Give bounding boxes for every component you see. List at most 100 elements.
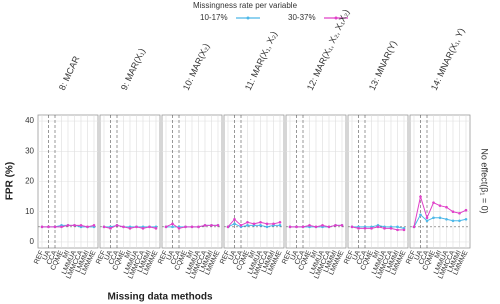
x-tick-label: MI [248,250,258,260]
point [376,225,380,229]
point [278,221,282,224]
facet-title: 9: MAR(X₁) [119,47,147,92]
legend-label: 30-37% [288,13,316,22]
legend-marker [246,16,250,20]
point [210,224,213,227]
point [233,217,236,221]
point [60,225,63,229]
facet-title: 13: MNAR(Y) [367,39,399,92]
x-tick-label: MI [62,250,72,260]
point [128,227,132,230]
point [308,224,311,227]
point [246,224,249,227]
point [53,225,57,229]
point [122,225,125,229]
facet-title: 14: MNAR(X₁, Y) [429,27,467,92]
point [334,224,337,227]
facet-title: 11: MAR(X₁, X₂) [243,30,279,92]
y-tick-label: 30 [25,146,34,155]
point [445,217,448,221]
point [109,227,112,230]
x-tick-label: MI [310,250,320,260]
point [171,225,174,229]
point [432,216,435,220]
point [357,227,360,230]
x-axis-title: Missing data methods [107,292,212,303]
point [141,227,145,230]
point [47,225,50,229]
point [66,224,70,227]
point [102,225,106,229]
point [190,225,194,229]
legend-marker [334,16,338,20]
strip-label: No effect(β₁ = 0) [480,148,490,213]
x-tick-label: UA [352,249,363,261]
point [203,224,207,227]
x-tick-label: MI [434,250,444,260]
point [259,221,262,224]
point [278,224,282,227]
y-axis-title: FPR (%) [5,162,16,200]
point [363,227,367,230]
point [438,204,442,207]
point [451,210,455,214]
point [389,227,393,230]
point [458,219,461,223]
point [148,225,151,229]
point [327,225,331,229]
point [464,217,468,221]
point [340,224,344,227]
point [177,227,181,230]
point [425,219,429,223]
point [265,222,269,226]
point [295,225,298,229]
point [197,225,200,229]
point [419,213,422,217]
point [246,221,249,224]
legend-title: Missingness rate per variable [193,1,298,10]
facet-title: 10: MAR(X₂) [181,42,211,92]
point [184,225,187,229]
point [402,228,406,232]
point [265,225,269,229]
x-tick-label: UA [104,249,115,261]
x-tick-label: MI [372,250,382,260]
point [252,222,256,226]
point [412,225,416,229]
x-tick-label: MI [186,250,196,260]
point [259,224,262,227]
point [301,225,305,229]
point [383,227,386,230]
x-tick-label: UA [228,249,239,261]
point [288,225,292,229]
point [226,225,230,229]
point [314,225,318,229]
y-tick-label: 20 [25,177,34,186]
point [445,205,448,209]
x-tick-label: UA [166,249,177,261]
point [233,222,236,226]
point [86,225,89,229]
point [396,228,399,232]
point [432,201,435,204]
y-tick-label: 10 [25,207,34,216]
point [425,216,429,220]
point [115,224,119,227]
point [216,224,220,227]
point [164,225,168,229]
point [370,227,373,230]
point [239,224,243,227]
x-tick-label: UA [290,249,301,261]
point [438,216,442,220]
point [171,222,174,226]
y-tick-label: 0 [30,237,35,246]
point [419,195,422,198]
point [396,225,399,229]
point [73,224,76,227]
point [458,211,461,215]
point [350,225,354,229]
point [451,219,455,223]
point [321,224,324,227]
point [464,208,468,212]
